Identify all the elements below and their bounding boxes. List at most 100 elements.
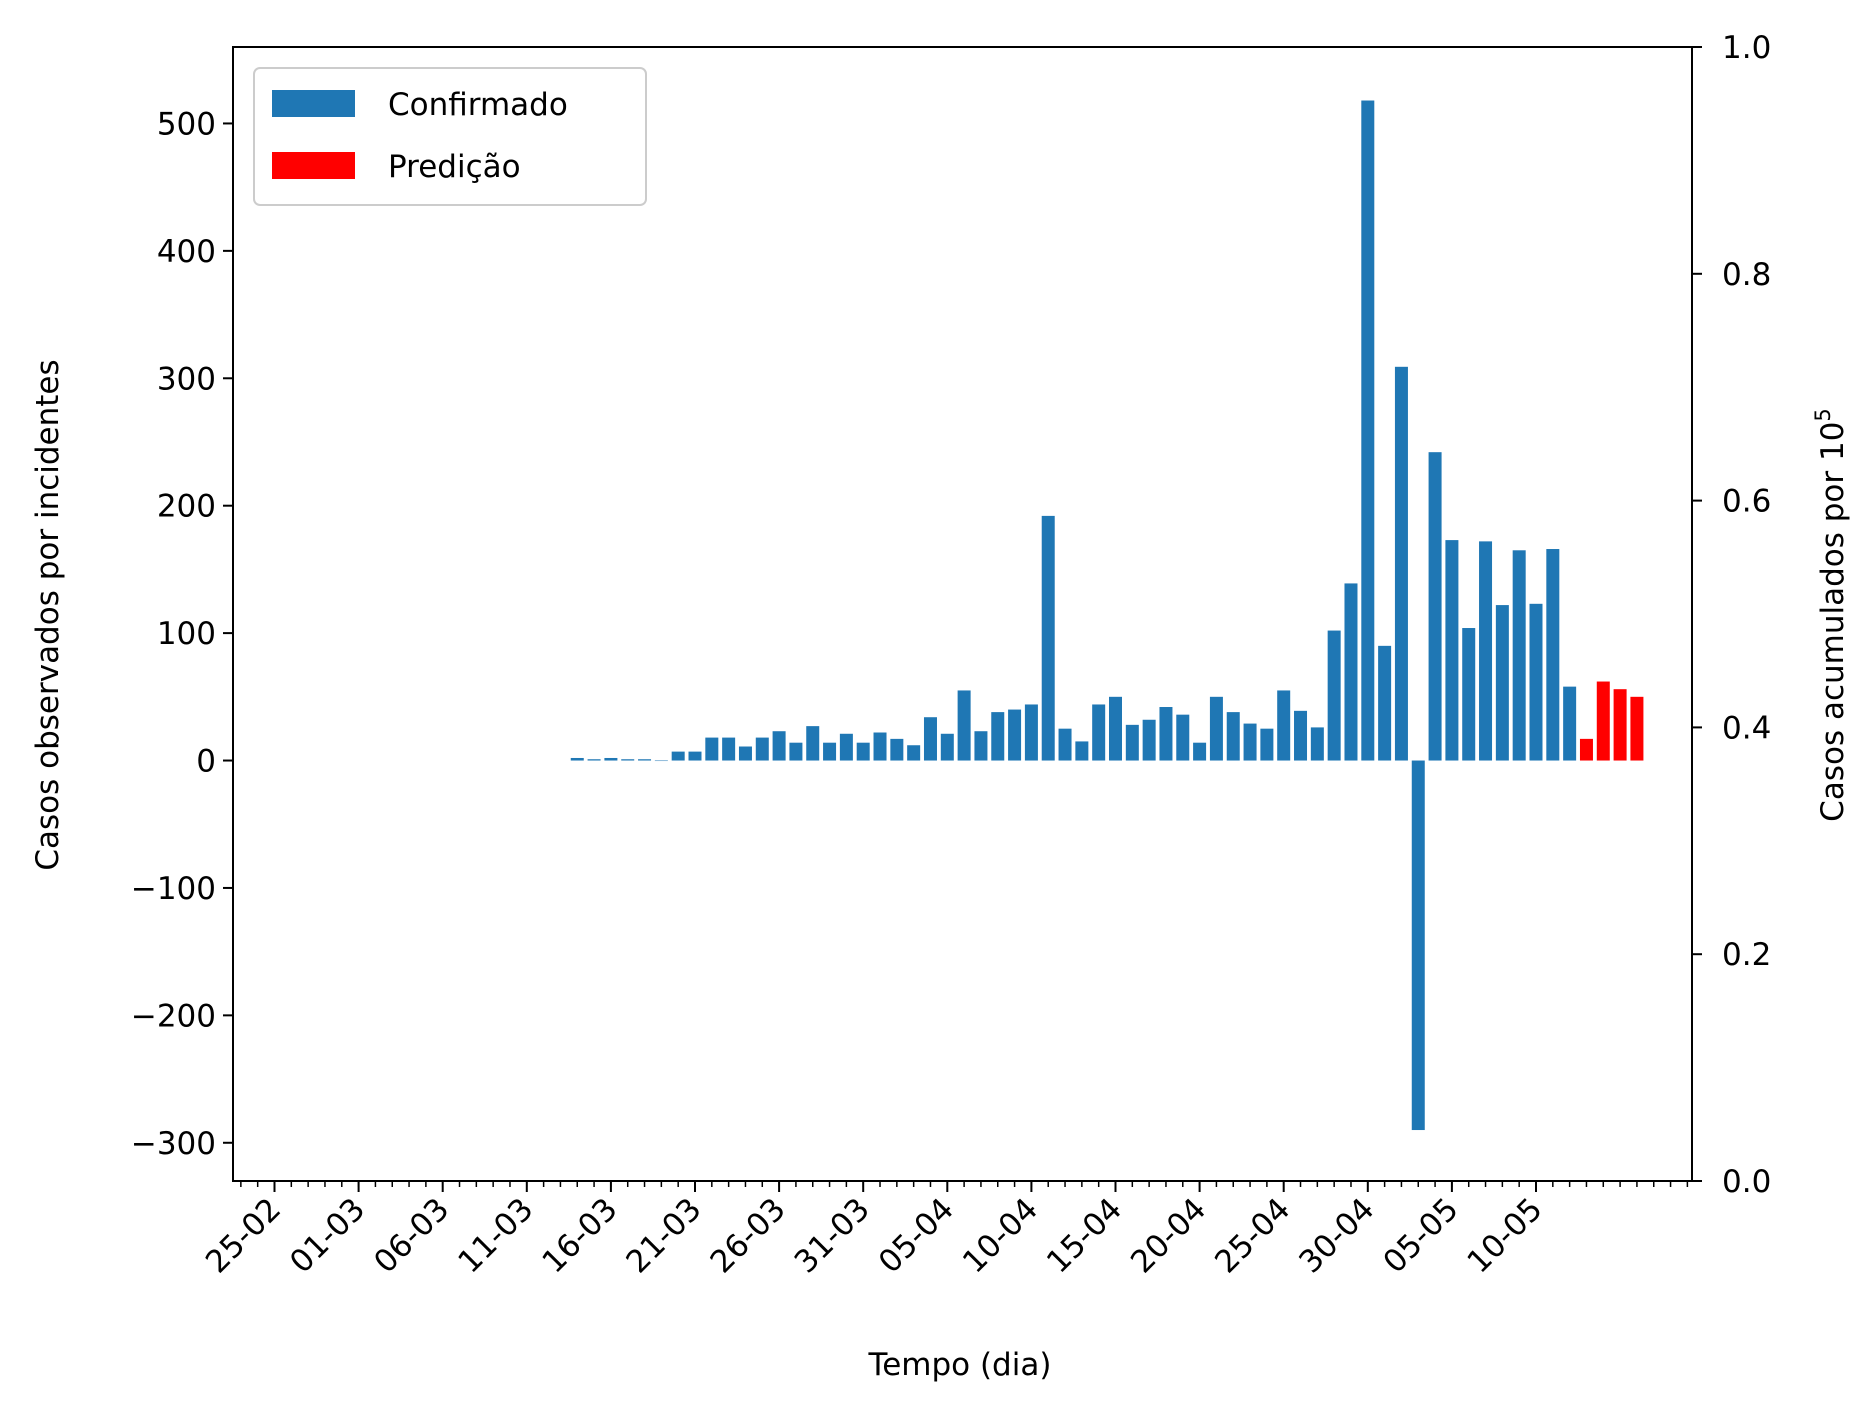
x-tick-label: 10-04: [956, 1191, 1045, 1280]
left-y-tick-label: 100: [157, 616, 216, 652]
bar-confirmado: [907, 745, 921, 761]
bar-confirmado: [1159, 707, 1173, 761]
bar-confirmado: [890, 738, 904, 761]
x-tick-label: 20-04: [1124, 1191, 1213, 1280]
bar-confirmado: [638, 759, 652, 761]
bar-confirmado: [991, 712, 1005, 761]
bar-confirmado: [654, 760, 668, 762]
bar-confirmado: [1109, 696, 1122, 761]
legend-label-confirmado: Confirmado: [388, 87, 568, 123]
right-y-tick-label: 0.2: [1722, 937, 1771, 973]
bar-confirmado: [1277, 690, 1291, 761]
bar-confirmado: [621, 759, 635, 761]
bar-confirmado: [957, 690, 971, 761]
x-tick-label: 05-04: [872, 1191, 961, 1280]
bar-confirmado: [839, 733, 853, 761]
left-y-axis: 500 400 300 200 100 0 −100 −200 −300: [131, 106, 233, 1162]
bar-confirmado: [722, 737, 736, 761]
x-tick-label: 10-05: [1460, 1191, 1549, 1280]
bar-confirmado: [1075, 741, 1089, 761]
right-y-tick-label: 0.4: [1722, 710, 1771, 746]
bar-confirmado: [806, 726, 820, 761]
bar-confirmado: [705, 737, 719, 761]
bar-confirmado: [1092, 704, 1106, 761]
bar-confirmado: [1361, 100, 1375, 761]
left-y-tick-label: 400: [157, 234, 216, 270]
right-y-tick-label: 0.0: [1722, 1164, 1771, 1200]
bar-confirmado: [1546, 549, 1560, 761]
bars-layer: [570, 100, 1644, 1131]
left-y-tick-label: −300: [131, 1126, 216, 1162]
legend-swatch-predicao: [272, 152, 355, 179]
right-y-tick-label: 1.0: [1722, 30, 1771, 66]
bar-confirmado: [873, 732, 887, 761]
left-y-tick-label: 200: [157, 489, 216, 525]
left-y-tick-label: −100: [131, 871, 216, 907]
bar-confirmado: [1512, 550, 1526, 761]
x-tick-label: 01-03: [283, 1191, 372, 1280]
x-tick-label: 21-03: [619, 1191, 708, 1280]
x-tick-label: 25-04: [1208, 1191, 1297, 1280]
bar-confirmado: [1529, 603, 1543, 761]
bar-confirmado: [789, 742, 803, 761]
bar-confirmado: [1411, 760, 1425, 1131]
bar-predicao: [1596, 681, 1610, 761]
bar-confirmado: [1024, 704, 1038, 761]
bar-confirmado: [856, 742, 870, 761]
left-y-tick-label: −200: [131, 998, 216, 1034]
x-tick-label: 26-03: [704, 1191, 793, 1280]
x-axis: 25-0201-0306-0311-0316-0321-0326-0331-03…: [199, 1181, 1689, 1280]
bar-confirmado: [1041, 515, 1055, 761]
bar-confirmado: [1209, 696, 1223, 761]
left-y-tick-label: 0: [196, 744, 216, 780]
bar-confirmado: [1243, 723, 1257, 761]
bar-confirmado: [772, 731, 786, 761]
bar-confirmado: [1479, 541, 1493, 761]
x-tick-label: 16-03: [535, 1191, 624, 1280]
x-tick-label: 31-03: [788, 1191, 877, 1280]
bar-confirmado: [974, 731, 988, 761]
bar-confirmado: [1260, 728, 1274, 761]
bar-confirmado: [940, 733, 954, 761]
bar-confirmado: [1563, 686, 1577, 761]
x-tick-label: 25-02: [199, 1191, 288, 1280]
bar-confirmado: [1462, 628, 1476, 761]
bar-confirmado: [1310, 727, 1324, 761]
legend-label-predicao: Predição: [388, 149, 521, 185]
x-tick-label: 06-03: [367, 1191, 456, 1280]
bar-confirmado: [688, 751, 702, 761]
right-y-tick-label: 0.8: [1722, 257, 1771, 293]
bar-confirmado: [1142, 719, 1156, 761]
bar-confirmado: [1327, 630, 1341, 761]
bar-confirmado: [1378, 645, 1392, 761]
left-y-tick-label: 300: [157, 361, 216, 397]
bar-confirmado: [738, 746, 752, 761]
right-y-axis: 1.0 0.8 0.6 0.4 0.2 0.0: [1692, 30, 1771, 1200]
bar-confirmado: [604, 757, 618, 761]
x-tick-label: 30-04: [1292, 1191, 1381, 1280]
legend-swatch-confirmado: [272, 90, 355, 117]
bar-confirmado: [1176, 714, 1190, 761]
left-y-tick-label: 500: [157, 106, 216, 142]
bar-confirmado: [1125, 724, 1139, 761]
bar-confirmado: [1294, 710, 1308, 761]
left-y-axis-label: Casos observados por incidentes: [30, 359, 66, 870]
x-tick-label: 05-05: [1376, 1191, 1465, 1280]
right-y-tick-label: 0.6: [1722, 484, 1771, 520]
x-tick-label: 11-03: [451, 1191, 540, 1280]
bar-confirmado: [1344, 583, 1358, 761]
bar-confirmado: [1394, 366, 1408, 761]
bar-confirmado: [1428, 452, 1442, 761]
bar-confirmado: [587, 759, 601, 761]
right-y-axis-label-exponent: 5: [1811, 408, 1835, 421]
bar-confirmado: [570, 757, 584, 761]
x-axis-label: Tempo (dia): [868, 1347, 1052, 1383]
bar-confirmado: [671, 751, 685, 761]
bar-confirmado: [1193, 742, 1207, 761]
bar-confirmado: [1226, 712, 1240, 761]
bar-confirmado: [1495, 605, 1509, 761]
right-y-axis-label-text: Casos acumulados por 10: [1815, 422, 1851, 822]
bar-predicao: [1579, 738, 1593, 761]
